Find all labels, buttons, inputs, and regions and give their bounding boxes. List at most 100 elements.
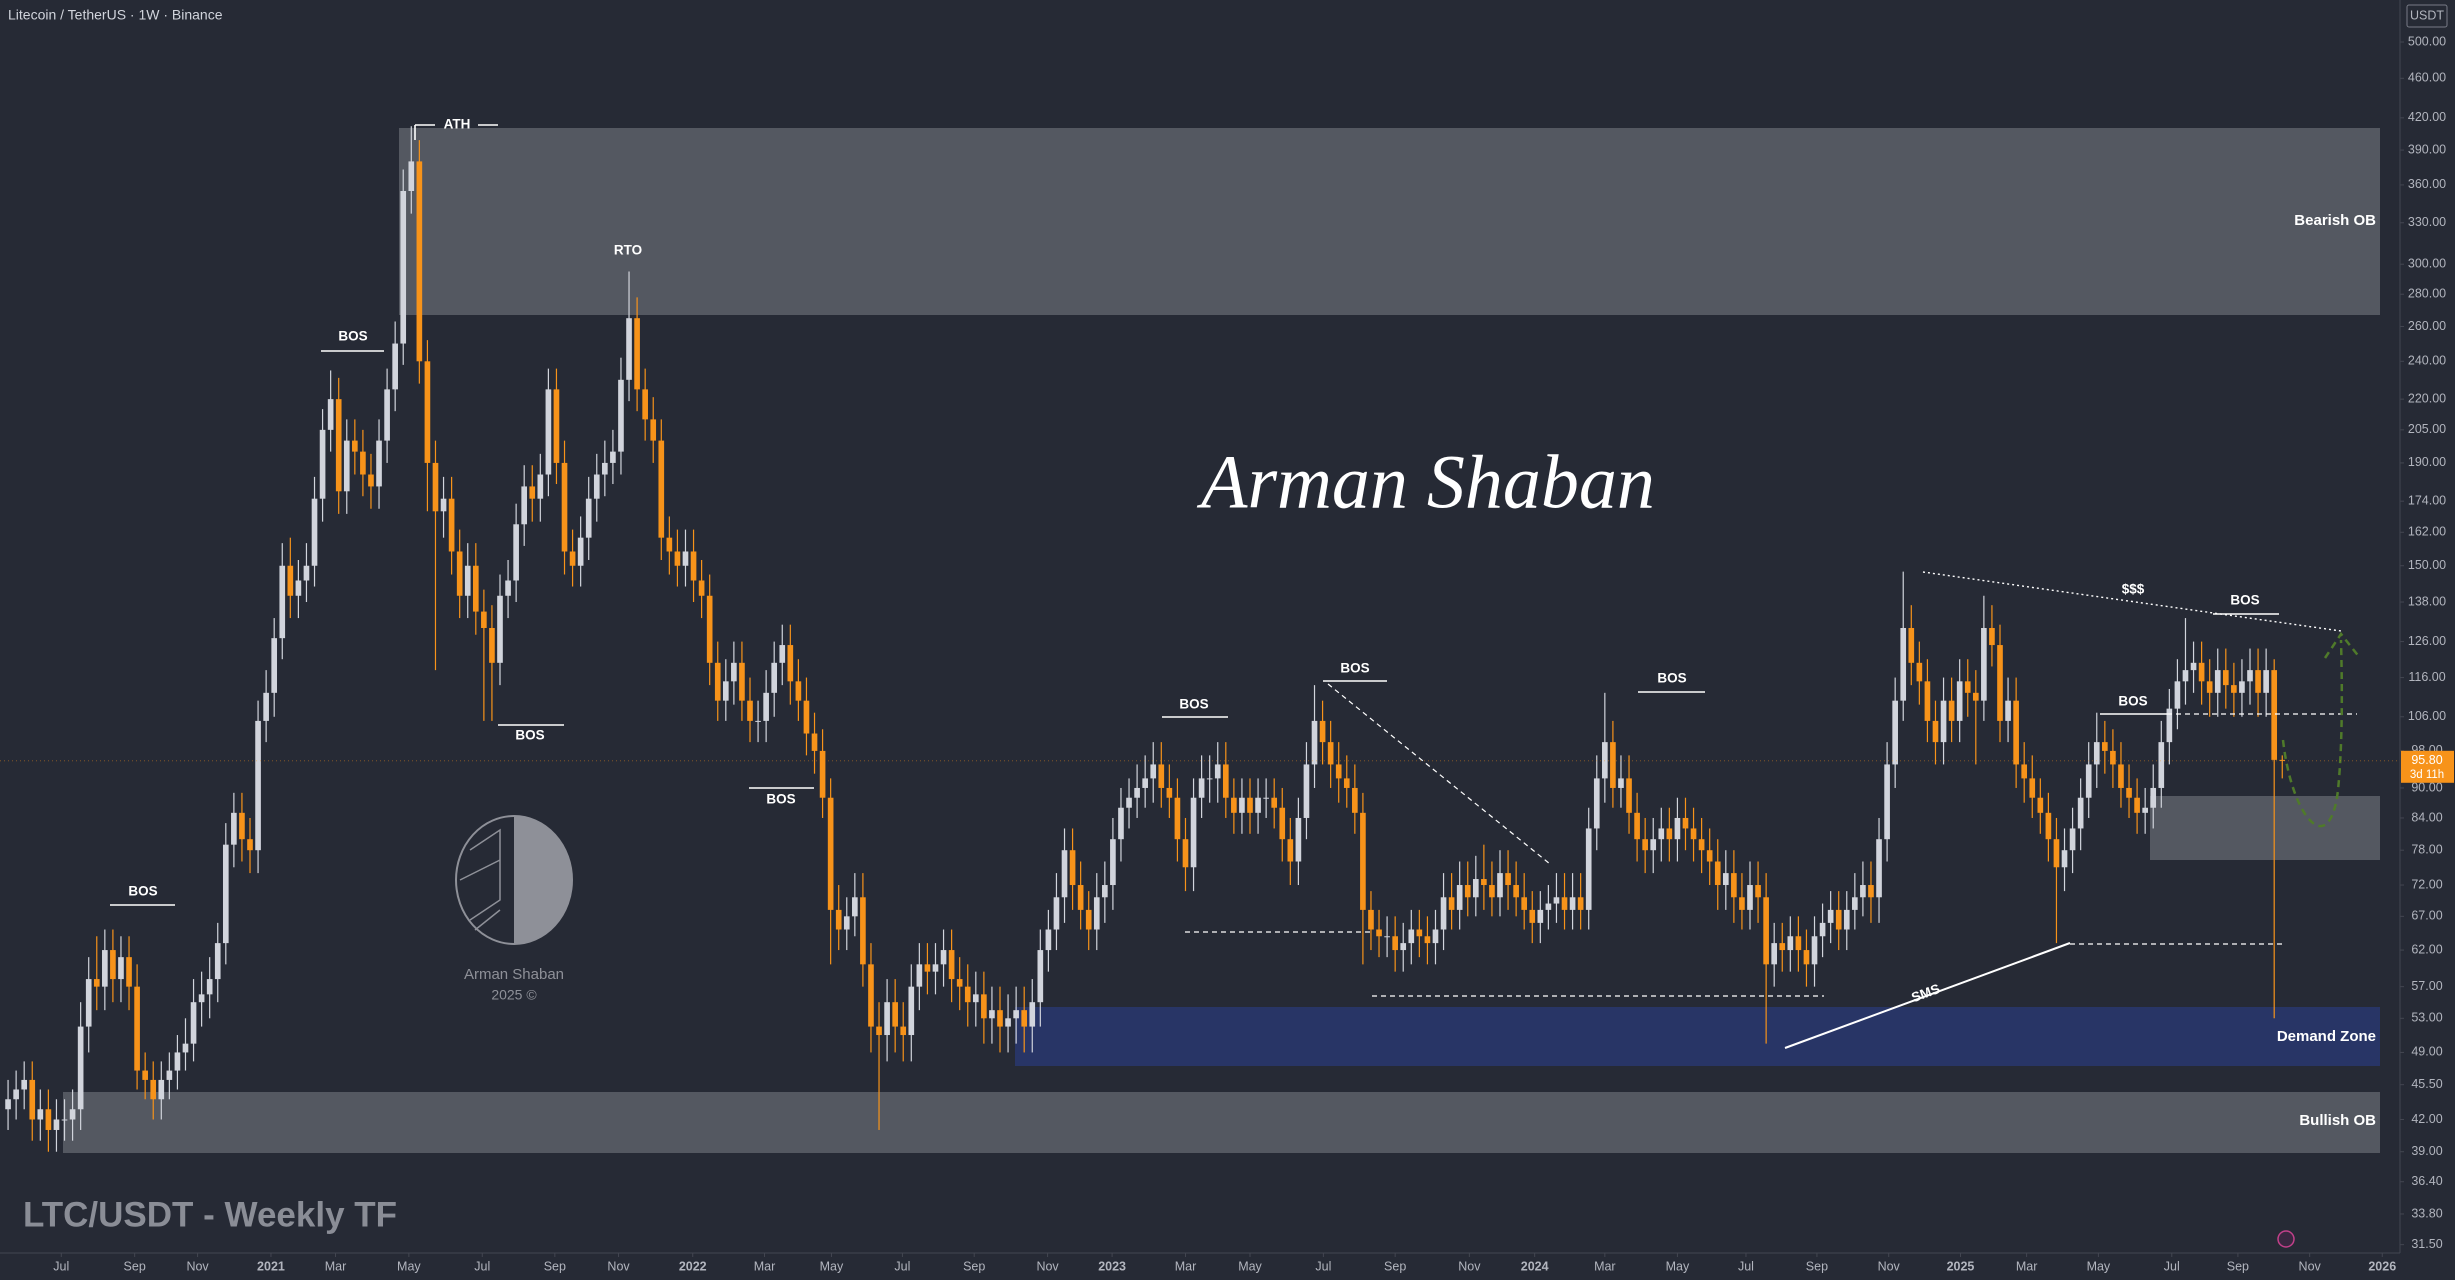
candle-body [876,1026,882,1036]
candle-body [521,486,528,525]
bos-label: BOS [1340,661,1369,676]
candle-body [1916,662,1923,682]
projection-arrow [2281,639,2344,828]
candle-body [2037,797,2044,813]
candle-body [222,844,229,944]
candle-body [1803,950,1810,965]
candle-body [1602,742,1608,779]
candle-body [819,750,826,798]
candle-body [1206,778,1213,780]
candle-body [1118,807,1124,840]
x-tick-label: Sep [963,1259,985,1273]
candle-body [2021,764,2028,779]
candle-body [1045,929,1052,951]
candle-body [45,1109,52,1130]
y-tick-label: 330.00 [2408,215,2446,229]
candle-body [1497,873,1503,898]
candle-body [803,700,810,734]
x-tick-label: May [1238,1259,1262,1273]
candle-body [1529,909,1536,923]
candle-body [706,595,713,663]
candle-body [1198,778,1205,798]
candle-body [2093,742,2100,765]
x-tick-label: Mar [1175,1259,1197,1273]
candle-body [593,474,600,499]
candle-body [1505,873,1511,886]
candle-body [787,645,794,682]
candle-body [1456,885,1463,910]
candle-body [1005,1018,1011,1027]
icon [2277,1230,2295,1248]
y-tick-label: 72.00 [2411,877,2442,891]
x-tick-label: 2022 [679,1259,707,1273]
bos-label: BOS [1657,671,1686,686]
candle-body [1827,909,1834,923]
candle-body [561,462,568,552]
currency-box [2406,4,2448,28]
y-tick-label: 39.00 [2411,1144,2442,1158]
candle-body [529,486,536,499]
candle-body [1610,742,1616,788]
candle-body [1739,897,1745,910]
last-price-label: 95.80 [2411,753,2442,767]
candle-body [698,580,705,596]
candle-body [2134,797,2140,813]
y-tick-label: 390.00 [2408,142,2446,156]
candle-body [352,440,358,452]
candle-body [61,1119,68,1121]
x-tick-label: Nov [2299,1259,2322,1273]
candle-body [472,565,479,612]
x-tick-label: Nov [186,1259,209,1273]
candle-body [1779,943,1786,951]
candle-body [1706,850,1713,862]
x-tick-label: 2021 [257,1259,285,1273]
candle-body [989,1010,995,1019]
sms-line [1784,942,2071,1049]
chart-title: Litecoin / TetherUS · 1W · Binance [8,7,223,23]
candle-body [1811,936,1818,965]
candle-body [1585,828,1592,910]
candle-body [666,537,673,552]
candle-body [618,379,624,452]
candle-body [722,681,729,701]
candle-body [1424,936,1431,944]
candle-body [763,692,769,721]
x-tick-label: Jul [1738,1259,1754,1273]
candle-body [2182,670,2189,682]
candle-body [1545,903,1552,910]
candle-body [1843,909,1850,930]
y-tick-label: 150.00 [2408,558,2446,572]
x-tick-label: Nov [607,1259,630,1273]
x-tick-label: Nov [1036,1259,1059,1273]
x-tick-label: Nov [1878,1259,1901,1273]
candle-body [2222,670,2229,686]
candle-body [1561,897,1568,910]
zone-label: Bullish OB [2299,1112,2376,1129]
candle-body [2150,787,2157,808]
candle-body [843,916,850,930]
candle-body [134,986,140,1071]
candle-body [1392,936,1398,951]
candle-body [811,733,818,751]
candle-body [1231,797,1237,813]
candle-body [1763,897,1769,965]
y-tick-label: 138.00 [2408,594,2446,608]
candle-body [2005,700,2011,721]
candle-body [1964,681,1971,693]
y-tick-label: 360.00 [2408,177,2446,191]
candle-body [964,986,971,1003]
candle-body [1295,817,1302,862]
y-tick-label: 57.00 [2411,979,2442,993]
candle-body [1755,885,1761,898]
candle-body [1634,812,1640,840]
candle-body [1714,861,1721,886]
x-tick-label: 2023 [1098,1259,1126,1273]
candle-body [1311,720,1318,765]
candle-body [231,812,237,845]
candle-body [1674,817,1681,840]
candle-body [908,986,915,1036]
candle-body [714,662,721,701]
bos-label: BOS [515,728,544,743]
